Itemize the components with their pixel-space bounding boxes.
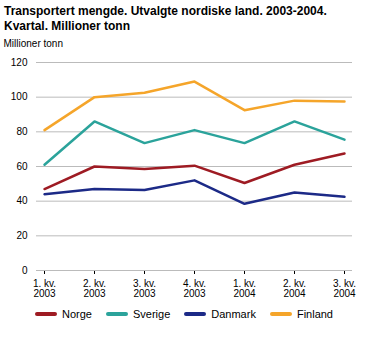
- svg-text:80: 80: [16, 126, 28, 137]
- html-text:Danmark: Danmark: [211, 308, 256, 320]
- svg-text:Millioner tonn: Millioner tonn: [4, 38, 63, 49]
- svg-text:3. kv.2004: 3. kv.2004: [333, 278, 356, 299]
- html-text:Kvartal. Millioner tonn: Kvartal. Millioner tonn: [4, 19, 130, 33]
- svg-text:1. kv.2003: 1. kv.2003: [33, 278, 56, 299]
- html-text:Norge: Norge: [62, 308, 92, 320]
- svg-text:1. kv.2004: 1. kv.2004: [233, 278, 256, 299]
- svg-text:2. kv.2003: 2. kv.2003: [83, 278, 106, 299]
- svg-text:4. kv.2003: 4. kv.2003: [183, 278, 206, 299]
- svg-text:3. kv.2003: 3. kv.2003: [133, 278, 156, 299]
- html-text:Finland: Finland: [296, 308, 333, 320]
- svg-text:2. kv.2004: 2. kv.2004: [283, 278, 306, 299]
- svg-text:0: 0: [22, 265, 28, 276]
- svg-text:100: 100: [11, 91, 28, 102]
- html-text:Transportert mengde. Utvalgte: Transportert mengde. Utvalgte nordiske l…: [4, 4, 327, 18]
- html-text:Sverige: Sverige: [133, 308, 171, 320]
- svg-text:20: 20: [16, 230, 28, 241]
- svg-text:120: 120: [11, 57, 28, 68]
- svg-text:60: 60: [16, 161, 28, 172]
- svg-text:40: 40: [16, 195, 28, 206]
